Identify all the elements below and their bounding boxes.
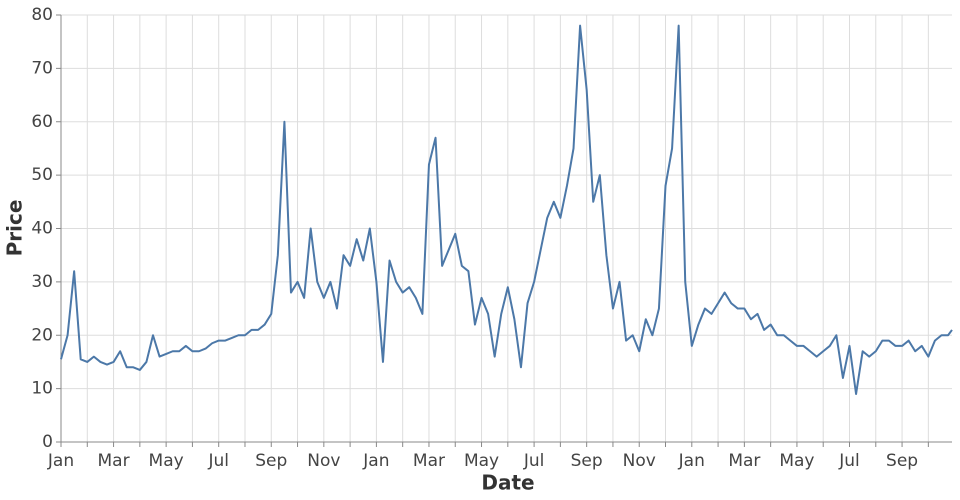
y-tick-label: 10 bbox=[31, 379, 53, 399]
x-tick-label: Mar bbox=[413, 451, 445, 471]
y-tick-label: 80 bbox=[31, 5, 53, 25]
x-tick-label: Jan bbox=[47, 451, 74, 471]
price-line bbox=[60, 24, 953, 395]
y-tick-label: 30 bbox=[31, 272, 53, 292]
x-tick-label: Sep bbox=[255, 451, 287, 471]
x-tick-label: May bbox=[779, 451, 814, 471]
x-tick-label: Sep bbox=[886, 451, 918, 471]
y-tick-label: 40 bbox=[31, 219, 53, 239]
x-axis-title: Date bbox=[481, 471, 534, 495]
x-tick-label: Jul bbox=[207, 451, 229, 471]
x-tick-label: Jul bbox=[838, 451, 860, 471]
y-tick-label: 0 bbox=[42, 432, 53, 452]
x-tick-label: Sep bbox=[571, 451, 603, 471]
y-tick-label: 60 bbox=[31, 112, 53, 132]
x-tick-label: Nov bbox=[623, 451, 656, 471]
y-tick-label: 70 bbox=[31, 58, 53, 78]
x-tick-label: May bbox=[149, 451, 184, 471]
x-tick-label: Jan bbox=[362, 451, 389, 471]
x-tick-label: Mar bbox=[728, 451, 760, 471]
y-tick-label: 20 bbox=[31, 325, 53, 345]
x-tick-label: Nov bbox=[307, 451, 340, 471]
x-tick-label: May bbox=[464, 451, 499, 471]
x-tick-label: Mar bbox=[98, 451, 130, 471]
y-tick-label: 50 bbox=[31, 165, 53, 185]
x-tick-label: Jul bbox=[523, 451, 545, 471]
y-axis-title: Price bbox=[3, 200, 27, 257]
x-tick-label: Jan bbox=[678, 451, 705, 471]
